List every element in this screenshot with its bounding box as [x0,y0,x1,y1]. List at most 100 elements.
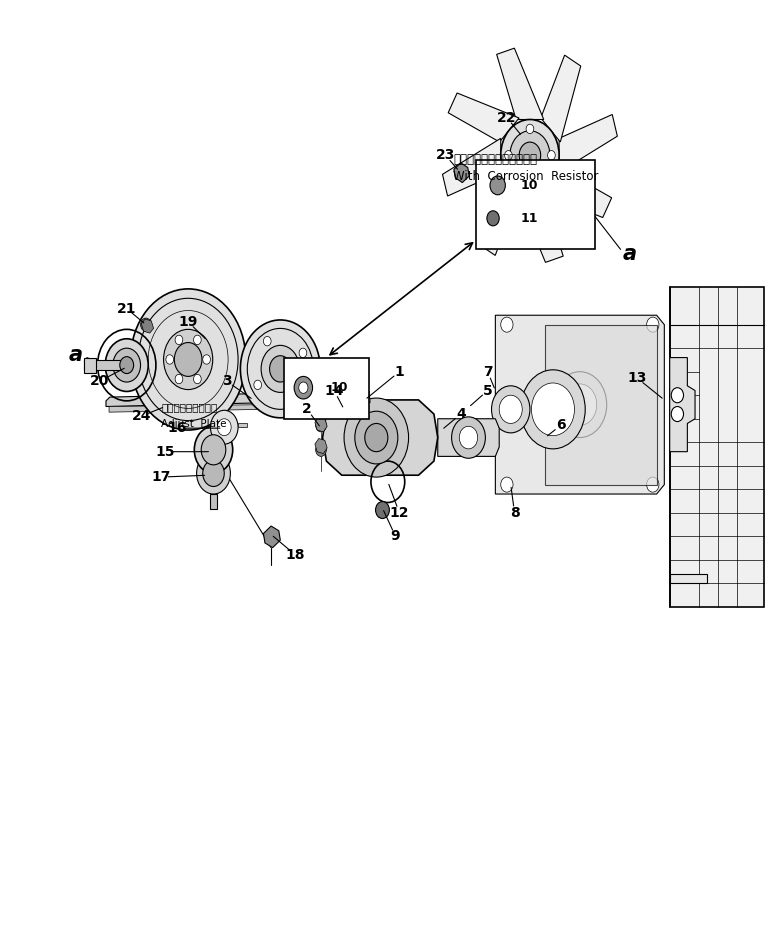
Polygon shape [263,526,280,548]
Circle shape [194,335,201,344]
Text: 20: 20 [90,375,110,388]
Circle shape [519,142,541,168]
Circle shape [217,419,231,436]
Text: アジャストプレート: アジャストプレート [161,402,217,412]
Circle shape [254,380,262,390]
Polygon shape [541,56,581,142]
Circle shape [452,417,485,458]
Circle shape [263,337,271,346]
Text: 5: 5 [483,384,492,397]
Polygon shape [497,48,544,120]
Circle shape [194,375,201,384]
Circle shape [299,382,308,393]
Circle shape [120,357,134,374]
Text: With  Corrosion  Resistor: With Corrosion Resistor [453,170,598,183]
Circle shape [459,426,478,449]
Text: 6: 6 [556,419,565,432]
Circle shape [294,376,313,399]
Circle shape [553,372,607,438]
Circle shape [203,355,210,364]
Text: 11: 11 [521,212,538,225]
Circle shape [105,339,148,391]
Polygon shape [545,325,657,485]
Circle shape [113,348,141,382]
Circle shape [174,343,202,376]
Text: 8: 8 [510,506,519,519]
Polygon shape [670,287,764,607]
Circle shape [299,348,306,358]
Polygon shape [315,439,327,454]
Text: 21: 21 [117,302,137,315]
Circle shape [376,502,389,518]
Circle shape [548,151,555,160]
Text: a: a [623,244,637,264]
Circle shape [531,383,574,436]
Circle shape [316,419,326,432]
Polygon shape [84,358,96,373]
Circle shape [671,407,684,422]
Polygon shape [516,191,563,263]
Circle shape [261,345,300,392]
Text: 14: 14 [324,384,344,397]
Polygon shape [323,400,438,475]
Polygon shape [315,417,327,432]
Circle shape [344,398,409,477]
Circle shape [203,460,224,486]
Text: 7: 7 [483,365,492,378]
Bar [284,358,369,419]
Circle shape [647,317,659,332]
Circle shape [490,176,505,195]
Text: 23: 23 [435,149,455,162]
Circle shape [521,370,585,449]
Circle shape [210,410,238,444]
Circle shape [270,356,291,382]
Polygon shape [438,419,499,456]
Polygon shape [360,391,370,403]
Polygon shape [541,168,611,217]
Circle shape [526,124,534,134]
Circle shape [526,177,534,186]
Text: 2: 2 [303,403,312,416]
Polygon shape [344,400,358,418]
Circle shape [647,477,659,492]
Circle shape [164,329,213,390]
Circle shape [510,131,550,180]
Polygon shape [479,168,519,255]
Circle shape [355,411,398,464]
Text: 13: 13 [627,372,647,385]
Circle shape [175,375,183,384]
Text: 15: 15 [155,445,175,458]
Text: 19: 19 [178,315,198,328]
Text: コロージョンレジスタ付き: コロージョンレジスタ付き [453,153,537,167]
Circle shape [501,477,513,492]
Circle shape [563,384,597,425]
Text: 24: 24 [132,409,152,423]
Polygon shape [670,358,695,452]
Polygon shape [210,494,217,509]
Circle shape [141,318,151,331]
Circle shape [501,317,513,332]
Text: 12: 12 [389,506,409,519]
Circle shape [166,355,174,364]
Polygon shape [141,319,154,333]
Polygon shape [449,93,519,142]
Circle shape [175,335,183,344]
Text: a: a [68,344,82,365]
Text: 1: 1 [395,365,404,378]
Text: 9: 9 [391,530,400,543]
Text: 22: 22 [497,111,517,124]
Circle shape [240,320,320,418]
Polygon shape [238,423,247,427]
Text: Adjust  Plate: Adjust Plate [161,419,227,429]
Text: 3: 3 [222,375,231,388]
Circle shape [487,211,499,226]
Polygon shape [495,315,664,494]
Text: 4: 4 [456,407,465,421]
Text: 18: 18 [286,549,306,562]
Circle shape [671,388,684,403]
Polygon shape [106,393,268,407]
Text: 10: 10 [330,381,348,394]
Polygon shape [109,405,265,412]
Circle shape [131,289,246,430]
Bar [476,160,595,249]
